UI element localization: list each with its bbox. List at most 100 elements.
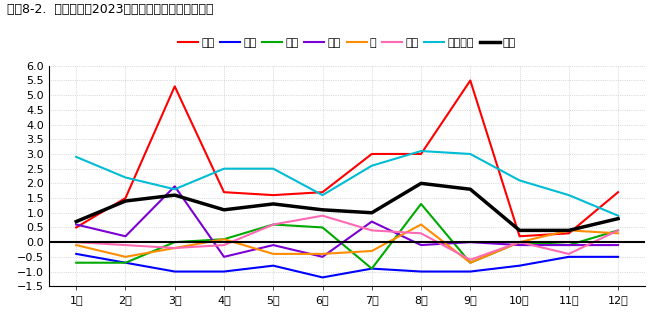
低温 [565, 255, 572, 259]
海面水位 [122, 175, 130, 179]
合成 [466, 187, 474, 191]
乾燥 [269, 243, 277, 247]
高温 [220, 190, 228, 194]
低温 [318, 275, 326, 279]
降水 [417, 202, 425, 206]
湿度 [220, 243, 228, 247]
降水 [122, 261, 130, 265]
湿度 [368, 228, 376, 232]
高温 [515, 234, 523, 238]
低温 [220, 269, 228, 273]
風 [368, 249, 376, 253]
低温 [515, 264, 523, 267]
低温 [368, 266, 376, 270]
湿度 [171, 246, 179, 250]
湿度 [269, 222, 277, 226]
高温 [269, 193, 277, 197]
風 [318, 252, 326, 256]
Text: 図表8-2.  指数推移（2023年の各月の指数）［東海］: 図表8-2. 指数推移（2023年の各月の指数）［東海］ [7, 3, 213, 16]
高温 [614, 190, 622, 194]
湿度 [466, 258, 474, 262]
低温 [417, 269, 425, 273]
合成 [72, 219, 80, 223]
合成 [122, 199, 130, 203]
合成 [417, 181, 425, 185]
Line: 低温: 低温 [76, 254, 618, 277]
風 [565, 228, 572, 232]
乾燥 [171, 184, 179, 188]
降水 [318, 225, 326, 229]
風 [417, 222, 425, 226]
高温 [72, 225, 80, 229]
高温 [368, 152, 376, 156]
乾燥 [515, 243, 523, 247]
Line: 海面水位: 海面水位 [76, 151, 618, 216]
合成 [515, 228, 523, 232]
合成 [614, 217, 622, 221]
Line: 合成: 合成 [76, 183, 618, 230]
高温 [565, 231, 572, 235]
乾燥 [614, 243, 622, 247]
乾燥 [220, 255, 228, 259]
低温 [466, 269, 474, 273]
降水 [171, 240, 179, 244]
合成 [171, 193, 179, 197]
合成 [220, 208, 228, 212]
湿度 [318, 214, 326, 218]
海面水位 [269, 167, 277, 171]
風 [269, 252, 277, 256]
湿度 [417, 231, 425, 235]
高温 [122, 196, 130, 200]
乾燥 [72, 222, 80, 226]
高温 [417, 152, 425, 156]
合成 [368, 211, 376, 215]
Line: 風: 風 [76, 224, 618, 263]
風 [72, 243, 80, 247]
高温 [171, 85, 179, 89]
Line: 降水: 降水 [76, 204, 618, 268]
降水 [466, 261, 474, 265]
湿度 [614, 228, 622, 232]
湿度 [72, 240, 80, 244]
海面水位 [515, 178, 523, 182]
合成 [318, 208, 326, 212]
低温 [269, 264, 277, 267]
風 [614, 231, 622, 235]
低温 [122, 261, 130, 265]
乾燥 [466, 240, 474, 244]
低温 [72, 252, 80, 256]
乾燥 [122, 234, 130, 238]
低温 [171, 269, 179, 273]
Line: 高温: 高温 [76, 81, 618, 236]
風 [171, 246, 179, 250]
乾燥 [318, 255, 326, 259]
海面水位 [417, 149, 425, 153]
低温 [614, 255, 622, 259]
降水 [614, 228, 622, 232]
合成 [269, 202, 277, 206]
降水 [220, 237, 228, 241]
風 [466, 261, 474, 265]
海面水位 [318, 193, 326, 197]
Line: 湿度: 湿度 [76, 216, 618, 260]
乾燥 [368, 219, 376, 223]
海面水位 [368, 164, 376, 168]
Legend: 高温, 低温, 降水, 乾燥, 風, 湿度, 海面水位, 合成: 高温, 低温, 降水, 乾燥, 風, 湿度, 海面水位, 合成 [178, 38, 516, 48]
降水 [565, 243, 572, 247]
海面水位 [72, 155, 80, 159]
海面水位 [565, 193, 572, 197]
風 [515, 240, 523, 244]
風 [220, 237, 228, 241]
高温 [466, 79, 474, 83]
湿度 [565, 252, 572, 256]
海面水位 [614, 214, 622, 218]
高温 [318, 190, 326, 194]
降水 [269, 222, 277, 226]
降水 [368, 266, 376, 270]
乾燥 [417, 243, 425, 247]
海面水位 [171, 187, 179, 191]
降水 [515, 240, 523, 244]
風 [122, 255, 130, 259]
降水 [72, 261, 80, 265]
湿度 [515, 240, 523, 244]
